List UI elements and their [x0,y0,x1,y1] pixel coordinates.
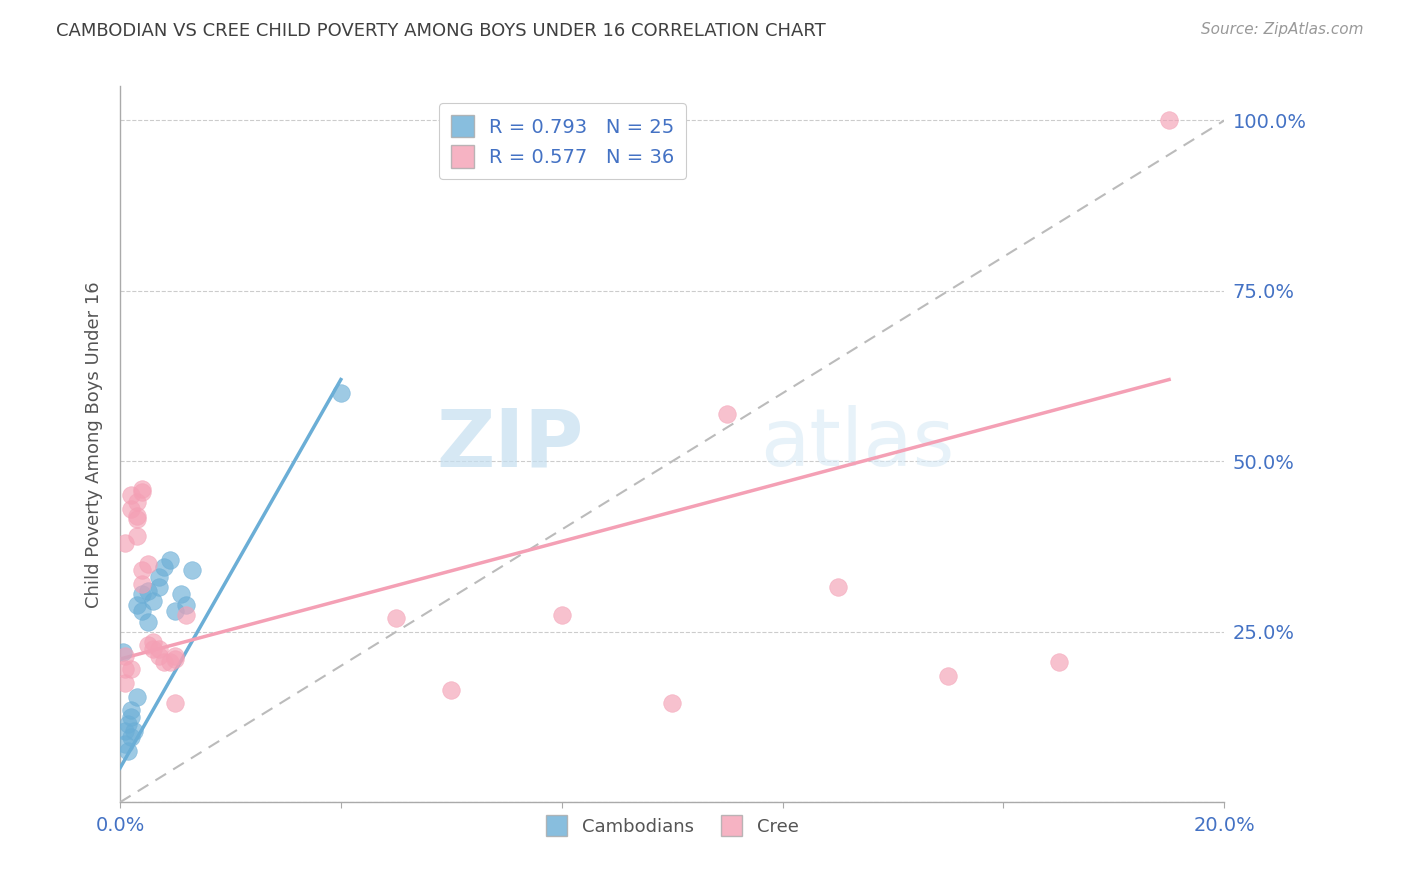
Point [117,717,139,731]
Point [165,604,187,618]
Text: Source: ZipAtlas.com: Source: ZipAtlas.com [1201,22,1364,37]
Point [125,495,148,509]
Legend: Cambodians, Cree: Cambodians, Cree [538,808,806,843]
Point [114,536,136,550]
Point [122,723,145,738]
Point [131,485,153,500]
Point [120,703,142,717]
Point [148,581,170,595]
Point [114,723,136,738]
Point [125,598,148,612]
Point [1047,656,1070,670]
Point [148,641,170,656]
Point [117,744,139,758]
Point [142,594,165,608]
Point [174,607,197,622]
Point [131,564,153,578]
Point [111,645,134,659]
Point [120,662,142,676]
Point [165,652,187,666]
Point [131,604,153,618]
Text: CAMBODIAN VS CREE CHILD POVERTY AMONG BOYS UNDER 16 CORRELATION CHART: CAMBODIAN VS CREE CHILD POVERTY AMONG BO… [56,22,825,40]
Point [114,662,136,676]
Point [131,577,153,591]
Y-axis label: Child Poverty Among Boys Under 16: Child Poverty Among Boys Under 16 [86,281,103,607]
Point [131,587,153,601]
Point [125,508,148,523]
Point [716,407,738,421]
Point [120,502,142,516]
Point [936,669,959,683]
Point [827,581,849,595]
Point [170,587,193,601]
Point [136,615,159,629]
Point [114,676,136,690]
Point [551,607,574,622]
Point [136,639,159,653]
Point [120,710,142,724]
Point [153,560,176,574]
Text: atlas: atlas [761,405,955,483]
Point [159,553,181,567]
Point [180,564,202,578]
Point [114,737,136,751]
Point [142,641,165,656]
Point [131,482,153,496]
Point [661,697,683,711]
Point [114,648,136,663]
Point [136,583,159,598]
Point [329,386,352,401]
Point [148,570,170,584]
Point [165,697,187,711]
Text: ZIP: ZIP [436,405,583,483]
Point [174,598,197,612]
Point [159,656,181,670]
Point [142,635,165,649]
Point [120,488,142,502]
Point [153,656,176,670]
Point [148,648,170,663]
Point [440,682,463,697]
Point [125,512,148,526]
Point [136,557,159,571]
Point [385,611,408,625]
Point [125,690,148,704]
Point [165,648,187,663]
Point [120,731,142,745]
Point [125,529,148,543]
Point [1159,113,1181,128]
